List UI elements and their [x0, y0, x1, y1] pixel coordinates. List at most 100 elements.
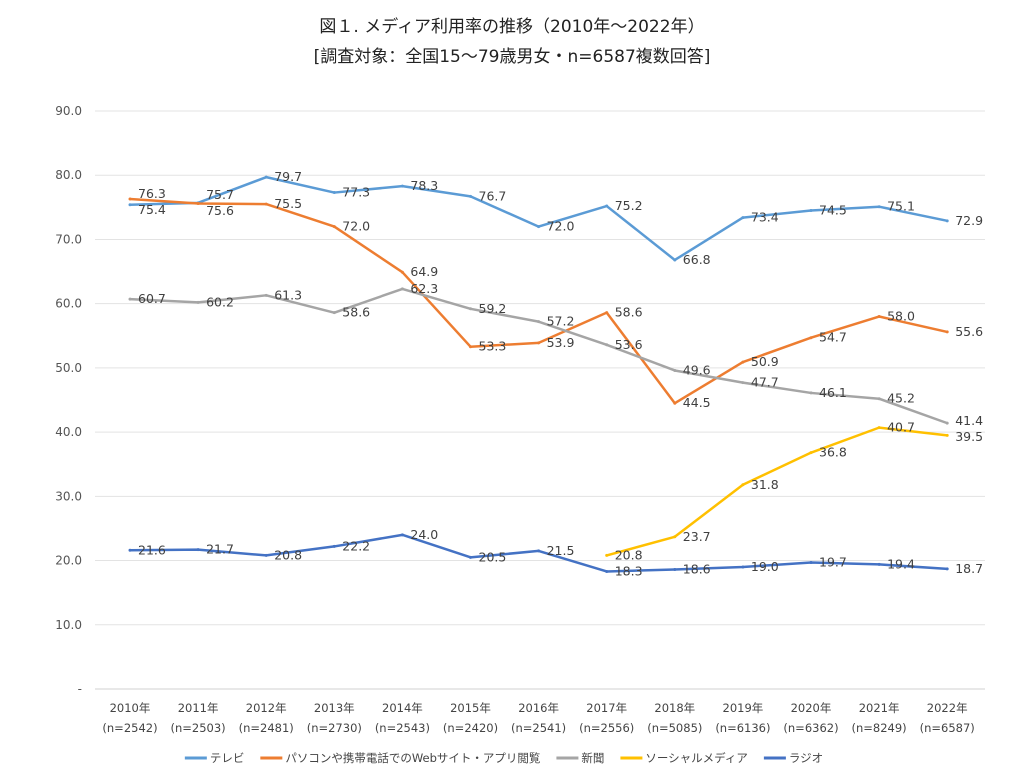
data-point [673, 368, 677, 372]
data-point [332, 191, 336, 195]
data-label: 60.7 [138, 291, 166, 306]
x-tick-label: 2021年 [859, 701, 900, 715]
data-point [673, 535, 677, 539]
data-point [877, 397, 881, 401]
data-point [741, 565, 745, 569]
x-tick-sublabel: (n=2542) [102, 721, 157, 735]
data-point [673, 568, 677, 572]
data-label: 44.5 [683, 395, 711, 410]
data-point [196, 300, 200, 304]
y-tick-label: 70.0 [55, 232, 82, 246]
data-label: 57.2 [547, 314, 575, 329]
x-tick-label: 2022年 [927, 701, 968, 715]
data-label: 75.7 [206, 187, 234, 202]
data-label: 19.4 [887, 556, 915, 571]
data-point [537, 320, 541, 324]
data-label: 58.0 [887, 309, 915, 324]
x-tick-label: 2016年 [518, 701, 559, 715]
series-line [606, 426, 948, 557]
data-point [332, 225, 336, 229]
data-point [741, 216, 745, 220]
data-label: 24.0 [410, 527, 438, 542]
data-point [128, 203, 132, 207]
data-label: 21.6 [138, 542, 166, 557]
data-label: 21.5 [547, 543, 575, 558]
x-tick-label: 2018年 [654, 701, 695, 715]
data-label: 53.3 [479, 339, 507, 354]
data-point [809, 560, 813, 564]
data-label: 20.8 [615, 547, 643, 562]
data-point [741, 483, 745, 487]
y-tick-label: 40.0 [55, 425, 82, 439]
data-point [469, 194, 472, 198]
data-label: 23.7 [683, 529, 711, 544]
data-point [605, 569, 609, 573]
legend-label: パソコンや携帯電話でのWebサイト・アプリ閲覧 [285, 751, 540, 765]
data-label: 18.3 [615, 563, 643, 578]
y-tick-label: 80.0 [55, 168, 82, 182]
x-tick-sublabel: (n=6362) [783, 721, 838, 735]
data-point [945, 433, 949, 437]
data-point [469, 555, 472, 559]
series-line [129, 287, 948, 425]
data-label: 54.7 [819, 330, 847, 345]
data-label: 45.2 [887, 391, 915, 406]
data-point [264, 553, 268, 557]
data-point [605, 553, 609, 557]
x-tick-sublabel: (n=2503) [171, 721, 226, 735]
data-label: 60.2 [206, 294, 234, 309]
data-label: 19.7 [819, 554, 847, 569]
y-tick-label: 90.0 [55, 104, 82, 118]
data-point [605, 311, 609, 315]
data-label: 20.8 [274, 547, 302, 562]
data-point [741, 381, 745, 385]
data-point [605, 204, 609, 208]
data-point [469, 345, 472, 349]
data-label: 18.6 [683, 562, 711, 577]
x-tick-sublabel: (n=2543) [375, 721, 430, 735]
data-label: 78.3 [410, 178, 438, 193]
data-point [877, 205, 881, 209]
data-point [537, 341, 541, 345]
data-point [877, 426, 881, 430]
x-tick-sublabel: (n=6587) [920, 721, 975, 735]
data-label: 21.7 [206, 542, 234, 557]
data-label: 64.9 [410, 264, 438, 279]
x-tick-label: 2019年 [723, 701, 764, 715]
data-label: 18.7 [955, 561, 983, 576]
x-tick-label: 2010年 [110, 701, 151, 715]
data-label: 46.1 [819, 385, 847, 400]
data-point [469, 307, 472, 311]
data-point [537, 549, 541, 553]
data-point [877, 562, 881, 566]
data-point [128, 297, 132, 301]
data-label: 72.9 [955, 213, 983, 228]
data-point [196, 201, 200, 205]
legend-label: ソーシャルメディア [645, 751, 747, 765]
data-point [741, 360, 745, 364]
series-line [129, 197, 948, 405]
data-label: 22.2 [342, 538, 370, 553]
data-point [332, 544, 336, 548]
data-label: 58.6 [615, 305, 643, 320]
data-label: 20.5 [479, 549, 507, 564]
data-label: 75.6 [206, 203, 234, 218]
x-tick-sublabel: (n=2556) [579, 721, 634, 735]
data-label: 58.6 [342, 305, 370, 320]
y-tick-label: - [78, 682, 82, 696]
data-point [264, 293, 268, 297]
x-tick-label: 2015年 [450, 701, 491, 715]
data-label: 62.3 [410, 281, 438, 296]
data-label: 40.7 [887, 420, 915, 435]
x-tick-sublabel: (n=2730) [307, 721, 362, 735]
data-label: 39.5 [955, 429, 983, 444]
legend-label: 新聞 [581, 751, 604, 765]
data-label: 36.8 [819, 445, 847, 460]
x-tick-sublabel: (n=5085) [647, 721, 702, 735]
data-point [877, 315, 881, 319]
y-tick-label: 60.0 [55, 297, 82, 311]
data-point [128, 548, 132, 552]
data-label: 72.0 [342, 219, 370, 234]
